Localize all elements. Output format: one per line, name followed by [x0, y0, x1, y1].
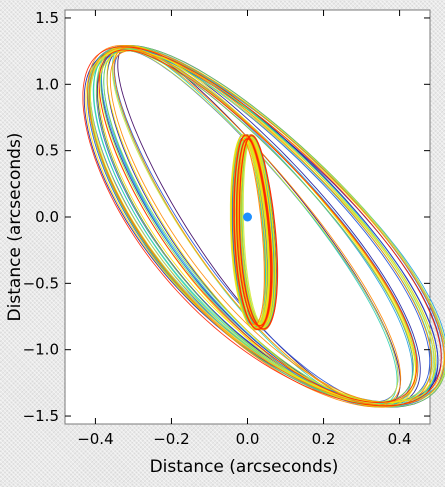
x-tick-label: 0.0 [236, 430, 260, 448]
x-tick-label: 0.2 [312, 430, 336, 448]
y-tick-label: 1.5 [35, 9, 59, 27]
y-tick-label: 1.0 [35, 75, 59, 93]
x-tick-label: 0.4 [388, 430, 412, 448]
center-marker [243, 213, 252, 222]
y-tick-label: 0.5 [35, 142, 59, 160]
y-tick-label: −0.5 [23, 274, 59, 292]
y-tick-label: −1.5 [23, 407, 59, 425]
y-tick-label: −1.0 [23, 341, 59, 359]
x-tick-label: −0.4 [77, 430, 113, 448]
x-tick-label: −0.2 [153, 430, 189, 448]
y-tick-label: 0.0 [35, 208, 59, 226]
y-axis-label: Distance (arcseconds) [5, 133, 25, 322]
x-axis-label: Distance (arcseconds) [150, 457, 339, 477]
